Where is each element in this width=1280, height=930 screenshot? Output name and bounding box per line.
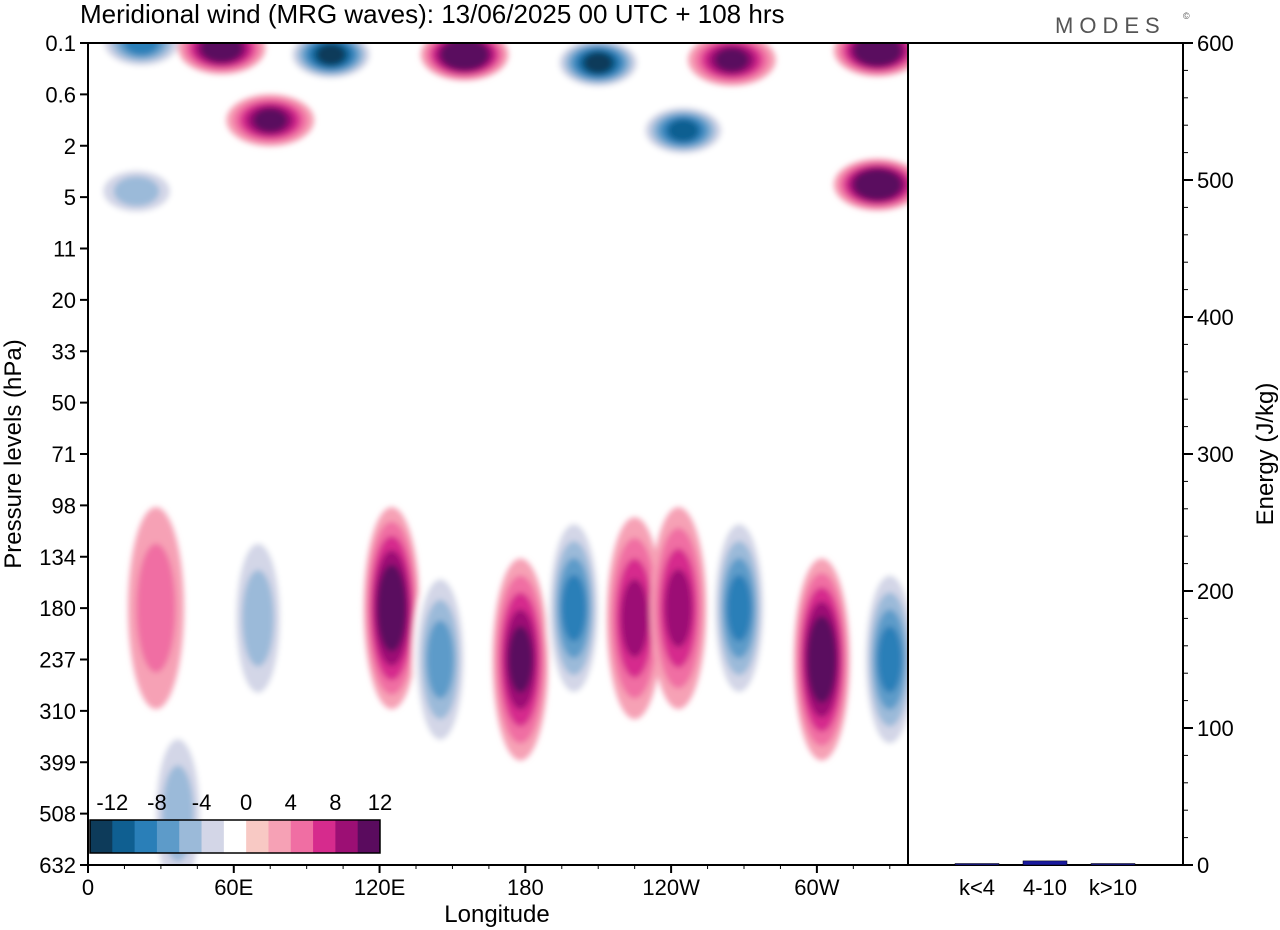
- contour-field: [92, 43, 908, 865]
- x-tick-label: 0: [82, 875, 94, 900]
- y-tick-label: 0.1: [45, 31, 76, 56]
- colorbar-label: -12: [96, 790, 128, 815]
- energy-y-tick-label: 0: [1197, 853, 1209, 878]
- energy-y-tick-label: 100: [1197, 716, 1234, 741]
- x-axis: 0 60E 120E 180 120W 60W: [82, 865, 891, 900]
- colorbar-swatch: [156, 820, 180, 853]
- y-tick-label: 134: [39, 545, 76, 570]
- colorbar-label: -8: [147, 790, 167, 815]
- contour-cell-14-ring-4: [561, 574, 587, 642]
- colorbar-swatch: [268, 820, 292, 853]
- colorbar-label: 12: [368, 790, 392, 815]
- y-tick-label: 2: [64, 134, 76, 159]
- contour-cell-16-ring-3: [664, 569, 693, 648]
- contour-cell-6-ring-6: [863, 43, 892, 61]
- y-tick-label: 71: [52, 442, 76, 467]
- contour-cell-21-ring-1: [136, 543, 176, 673]
- contour-cell-8-ring-5: [668, 119, 699, 142]
- y-tick-label: 98: [52, 493, 76, 518]
- y-axis-right: 0 100 200 300 400 500 600: [1183, 31, 1234, 878]
- x-tick-label: 60W: [794, 875, 839, 900]
- y-tick-label: 310: [39, 699, 76, 724]
- energy-y-tick-label: 500: [1197, 168, 1234, 193]
- contour-shading: [92, 43, 908, 865]
- y-tick-label: 180: [39, 596, 76, 621]
- colorbar-label: 4: [285, 790, 297, 815]
- contour-cell-4-ring-6: [584, 52, 613, 74]
- colorbar-swatch: [201, 820, 225, 853]
- x-tick-label: 120E: [354, 875, 405, 900]
- contour-cell-2-ring-6: [316, 44, 345, 65]
- colorbar-swatch: [112, 820, 136, 853]
- contour-panel: 0.1 0.6 2 5 11 20 33 50 71 98 134 180 237 310 399 508 63…: [0, 31, 909, 928]
- y-tick-label: 11: [53, 237, 76, 262]
- colorbar-swatch: [335, 820, 359, 853]
- energy-bar-3: [1090, 863, 1136, 866]
- contour-cell-9-ring-6: [863, 174, 892, 195]
- energy-category-label: k<4: [959, 875, 995, 900]
- x-tick-label: 120W: [642, 875, 700, 900]
- colorbar-swatch: [313, 820, 336, 853]
- contour-cell-15-ring-3: [621, 579, 649, 658]
- y-tick-label: 632: [39, 853, 76, 878]
- energy-plot-frame: [907, 42, 1184, 866]
- y-axis-label: Pressure levels (hPa): [0, 339, 27, 568]
- energy-category-label: k>10: [1089, 875, 1137, 900]
- energy-category-label: 4-10: [1023, 875, 1067, 900]
- contour-cell-5-ring-4: [714, 48, 749, 72]
- plot-area: [88, 43, 908, 865]
- y-tick-label: 5: [64, 185, 76, 210]
- contour-cell-19-ring-4: [877, 626, 903, 693]
- y-tick-label: 508: [39, 802, 76, 827]
- energy-y-tick-label: 600: [1197, 31, 1234, 56]
- colorbar-frame: [89, 819, 381, 854]
- colorbar-swatch: [246, 820, 269, 853]
- contour-cell-1-ring-5: [206, 43, 237, 60]
- colorbar-label: -4: [192, 790, 212, 815]
- energy-y-tick-label: 200: [1197, 579, 1234, 604]
- y-tick-label: 0.6: [45, 82, 76, 107]
- colorbar-label: 0: [240, 790, 252, 815]
- colorbar-swatch: [223, 820, 247, 853]
- contour-cell-10-ring-2: [113, 176, 160, 207]
- contour-cell-12-ring-3: [426, 620, 454, 699]
- energy-y-tick-label: 400: [1197, 305, 1234, 330]
- contour-cell-0-ring-4: [124, 43, 159, 55]
- y-tick-label: 20: [52, 288, 76, 313]
- contour-cell-18-ring-5: [810, 630, 834, 689]
- energy-bar-1: [954, 863, 1000, 866]
- y-tick-label: 399: [39, 750, 76, 775]
- x-axis-label: Longitude: [444, 901, 549, 928]
- colorbar-swatch: [179, 820, 203, 853]
- energy-bars: [954, 860, 1136, 866]
- contour-cell-7-ring-4: [253, 108, 288, 132]
- colorbar-label: 8: [329, 790, 341, 815]
- y-tick-label: 33: [52, 339, 76, 364]
- contour-cell-20-ring-2: [242, 569, 274, 667]
- x-tick-label: 180: [507, 875, 544, 900]
- logo: MODES: [1055, 13, 1166, 38]
- y-axis-left: 0.1 0.6 2 5 11 20 33 50 71 98 134 180 237 310 399 508 63…: [39, 31, 88, 878]
- colorbar-swatch: [134, 820, 158, 853]
- colorbar-swatch: [290, 820, 314, 853]
- y-tick-label: 50: [52, 391, 76, 416]
- y-tick-label: 237: [39, 648, 76, 673]
- contour-cell-17-ring-4: [726, 574, 752, 642]
- energy-x-axis: k<4 4-10 k>10: [959, 875, 1137, 900]
- x-tick-label: 60E: [214, 875, 253, 900]
- contour-cell-3-ring-6: [450, 44, 479, 65]
- energy-y-tick-label: 300: [1197, 442, 1234, 467]
- energy-panel: 0 100 200 300 400 500 600 k<4 4-10 k>10 Energy (…: [907, 31, 1279, 900]
- colorbar-swatch: [90, 820, 113, 853]
- colorbar: -12 -8 -4 0 4 8 12: [89, 790, 392, 854]
- contour-cell-13-ring-4: [508, 626, 533, 693]
- contour-cell-11-ring-5: [380, 579, 404, 638]
- energy-axis-label: Energy (J/kg): [1252, 383, 1279, 526]
- chart-title: Meridional wind (MRG waves): 13/06/2025 …: [80, 0, 785, 29]
- colorbar-swatch: [357, 820, 381, 853]
- logo-mark: ©: [1183, 11, 1190, 21]
- energy-bar-2: [1022, 860, 1068, 866]
